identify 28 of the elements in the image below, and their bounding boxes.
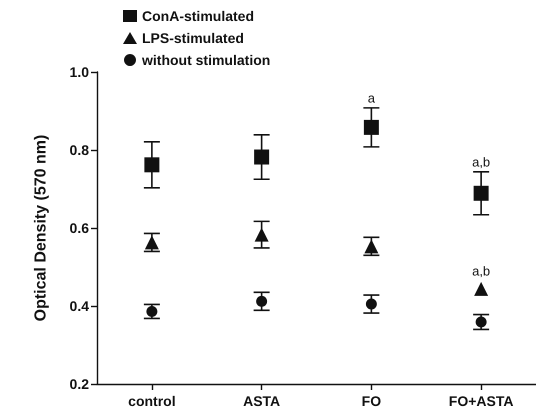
point: [364, 239, 378, 254]
point: [254, 228, 269, 242]
point: [364, 120, 379, 135]
point: [146, 306, 158, 317]
annotation: a: [368, 90, 376, 106]
point: [256, 296, 268, 307]
point: [474, 282, 488, 296]
y-tick-label: 0.2: [70, 376, 90, 392]
legend-label: LPS-stimulated: [142, 30, 244, 46]
legend-label: ConA-stimulated: [142, 8, 254, 24]
y-tick-label: 1.0: [70, 64, 90, 80]
y-tick-label: 0.4: [70, 298, 90, 314]
annotation: a,b: [472, 154, 490, 170]
annotation: a,b: [472, 263, 490, 278]
point: [144, 157, 160, 172]
legend-label: without stimulation: [141, 52, 270, 68]
y-tick-label: 0.8: [70, 142, 90, 158]
y-axis-title: Optical Density (570 nm): [32, 134, 50, 322]
point: [476, 316, 487, 328]
x-tick-label: FO: [362, 393, 382, 409]
x-tick-label: ASTA: [243, 393, 280, 409]
point: [254, 150, 270, 165]
point: [366, 298, 377, 310]
x-tick-label: control: [128, 393, 176, 409]
point: [144, 235, 159, 250]
point: [474, 186, 489, 201]
y-tick-label: 0.6: [70, 220, 90, 236]
x-tick-label: FO+ASTA: [448, 393, 514, 409]
